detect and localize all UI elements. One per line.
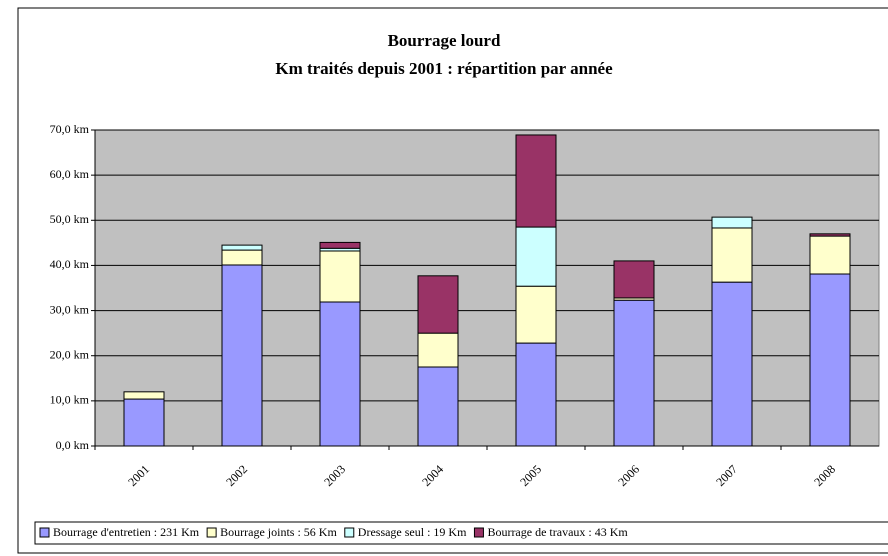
bar-segment <box>417 366 459 447</box>
bar-segment <box>711 281 753 447</box>
bar-segment <box>711 216 753 229</box>
legend-box <box>34 521 888 545</box>
legend-swatch <box>206 527 217 538</box>
y-tick-label: 0,0 km <box>56 438 90 452</box>
y-tick-label: 70,0 km <box>50 122 90 136</box>
plot-area <box>94 129 880 447</box>
bar-segment <box>417 332 459 368</box>
bar-segment <box>613 299 655 447</box>
bar-segment <box>515 285 557 344</box>
legend-swatch <box>344 527 355 538</box>
legend-label: Dressage seul : 19 Km <box>358 525 467 539</box>
bar-segment <box>319 250 361 303</box>
bar-segment <box>515 342 557 447</box>
chart-subtitle: Km traités depuis 2001 : répartition par… <box>275 59 613 78</box>
legend-label: Bourrage d'entretien : 231 Km <box>53 525 200 539</box>
bar-segment <box>613 260 655 299</box>
bar-segment <box>221 249 263 266</box>
bar-segment <box>417 275 459 334</box>
bar-segment <box>809 235 851 275</box>
bar-segment <box>221 244 263 251</box>
bar-segment <box>123 398 165 447</box>
bar-segment <box>809 273 851 447</box>
y-tick-label: 40,0 km <box>50 257 90 271</box>
bar-segment <box>515 134 557 228</box>
y-tick-label: 30,0 km <box>50 302 90 316</box>
chart-title: Bourrage lourd <box>388 31 501 50</box>
legend-label: Bourrage joints : 56 Km <box>220 525 337 539</box>
y-tick-label: 20,0 km <box>50 347 90 361</box>
bar-segment <box>319 241 361 249</box>
legend-swatch <box>39 527 50 538</box>
y-tick-label: 60,0 km <box>50 167 90 181</box>
y-tick-label: 10,0 km <box>50 393 90 407</box>
bar-segment <box>221 264 263 447</box>
legend-swatch <box>473 527 484 538</box>
bar-segment <box>711 227 753 283</box>
bar-segment <box>515 226 557 287</box>
bar-segment <box>123 391 165 400</box>
y-tick-label: 50,0 km <box>50 212 90 226</box>
bar-segment <box>319 301 361 447</box>
legend-label: Bourrage de travaux : 43 Km <box>487 525 628 539</box>
bar-segment <box>809 233 851 237</box>
